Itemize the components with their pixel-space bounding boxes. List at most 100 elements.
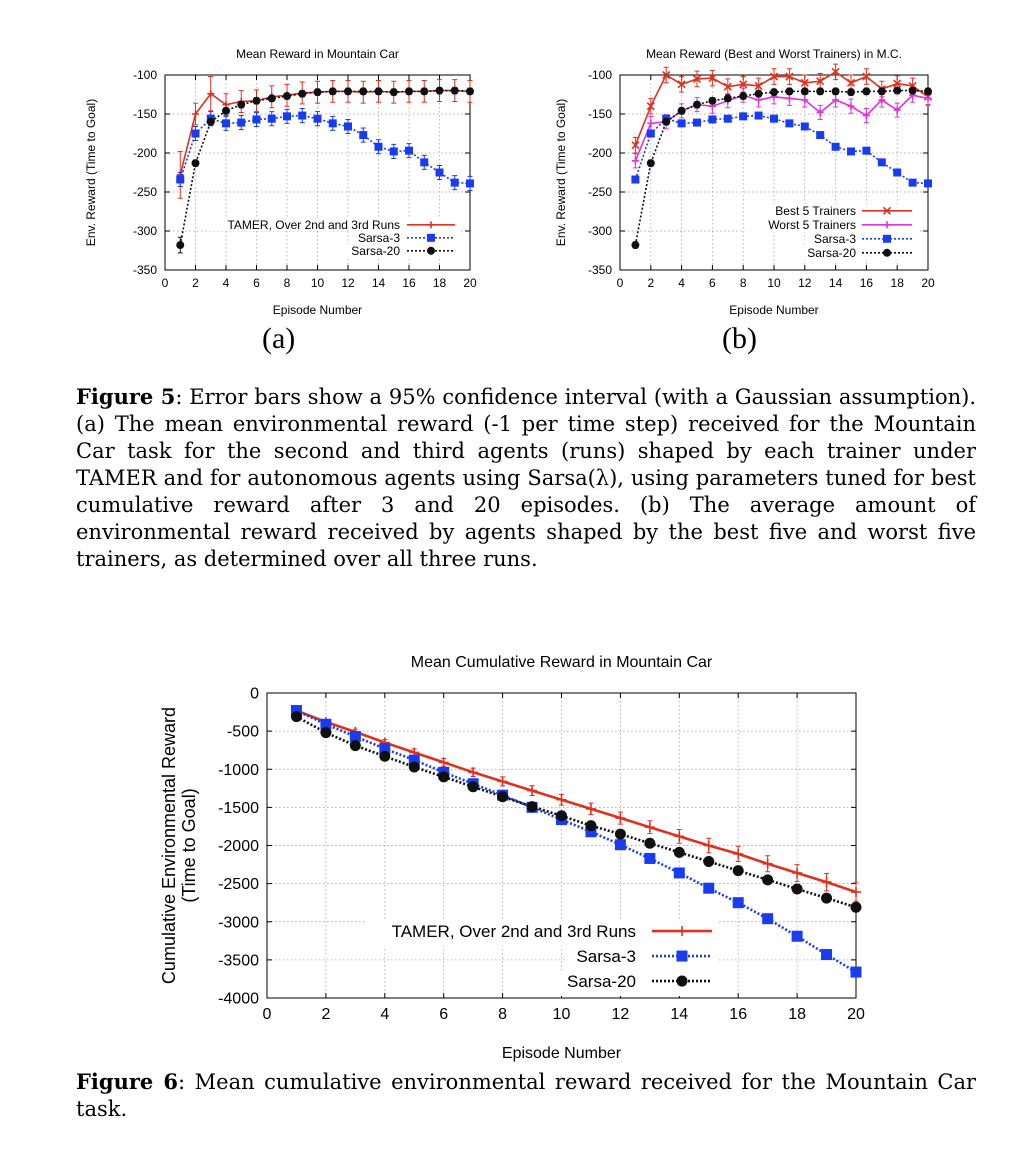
data-point (801, 96, 809, 104)
x-tick-label: 12 (612, 1006, 630, 1023)
data-point (344, 87, 352, 96)
x-tick-label: 20 (847, 1006, 865, 1023)
series-sarsa-20 (176, 86, 474, 254)
data-point (924, 179, 932, 188)
y-tick-label: -500 (227, 724, 259, 741)
data-point (192, 110, 199, 118)
series-best-5-trainers (631, 63, 933, 154)
data-point (816, 87, 825, 96)
y-tick-label: -300 (588, 224, 612, 238)
figure-5-caption: Figure 5: Error bars show a 95% confiden… (76, 383, 976, 573)
data-point (785, 87, 794, 96)
data-point (754, 89, 763, 98)
data-point (785, 119, 794, 128)
legend-label: TAMER, Over 2nd and 3rd Runs (227, 218, 400, 232)
data-point (816, 77, 825, 86)
data-point (674, 831, 685, 842)
data-point (283, 92, 291, 101)
legend-background (207, 218, 461, 231)
data-point (631, 157, 639, 165)
y-tick-label: -3000 (218, 914, 259, 931)
data-point (723, 94, 732, 103)
data-point (191, 159, 200, 168)
data-point (785, 94, 793, 102)
figure-6-label: Figure 6 (76, 1069, 179, 1094)
data-point (405, 87, 413, 96)
data-point (527, 785, 538, 796)
y-axis-label-line2: (Time to Goal) (179, 788, 199, 902)
data-point (644, 852, 656, 864)
data-point (313, 88, 322, 97)
data-point (408, 761, 420, 773)
data-point (832, 96, 840, 104)
legend-label: Worst 5 Trainers (768, 218, 856, 232)
series-worst-5-trainers (631, 87, 932, 169)
data-point (762, 874, 774, 886)
x-tick-label: 4 (223, 276, 230, 290)
legend: TAMER, Over 2nd and 3rd RunsSarsa-3Sarsa… (365, 921, 718, 996)
x-tick-label: 2 (647, 276, 654, 290)
y-tick-label: -200 (588, 146, 612, 160)
data-point (191, 129, 200, 138)
y-tick-label: -350 (133, 263, 157, 277)
legend: TAMER, Over 2nd and 3rd RunsSarsa-3Sarsa… (207, 218, 461, 258)
legend-label: Sarsa-3 (358, 231, 400, 245)
legend-background (565, 946, 718, 971)
legend-background (744, 218, 918, 232)
x-tick-label: 14 (829, 276, 843, 290)
data-point (677, 80, 686, 89)
data-point (673, 867, 685, 879)
data-point (816, 108, 824, 116)
data-point (792, 867, 803, 878)
data-point (703, 856, 715, 868)
data-point (821, 892, 833, 904)
legend-label: Sarsa-20 (567, 972, 636, 991)
data-point (252, 96, 261, 105)
data-point (389, 147, 398, 156)
chart-title: Mean Cumulative Reward in Mountain Car (411, 654, 713, 671)
data-point (862, 87, 871, 96)
legend-marker (883, 234, 891, 243)
x-tick-label: 18 (433, 276, 447, 290)
data-point (908, 86, 917, 95)
data-point (847, 147, 855, 156)
data-point (237, 100, 246, 109)
x-tick-label: 10 (553, 1006, 571, 1023)
data-point (878, 96, 886, 104)
data-point (862, 112, 870, 120)
data-point (359, 131, 368, 140)
y-axis-label: Env. Reward (Time to Goal) (84, 99, 98, 246)
legend-label: Sarsa-3 (576, 947, 636, 966)
x-tick-label: 16 (729, 1006, 747, 1023)
data-point (438, 771, 450, 783)
data-point (252, 115, 261, 124)
x-tick-label: 8 (498, 1006, 507, 1023)
series-line (295, 709, 857, 894)
data-point (420, 158, 429, 167)
figure-5-label: Figure 5 (76, 384, 176, 409)
data-point (877, 87, 886, 96)
data-point (298, 89, 307, 98)
data-point (847, 88, 855, 97)
data-point (467, 781, 479, 793)
y-axis-label-line1: Cumulative Environmental Reward (159, 707, 179, 984)
x-tick-label: 0 (263, 1006, 272, 1023)
data-point (526, 801, 538, 813)
x-tick-label: 16 (402, 276, 416, 290)
data-point (677, 119, 686, 128)
data-point (762, 913, 774, 925)
x-tick-label: 6 (253, 276, 260, 290)
y-tick-label: -100 (588, 68, 612, 82)
data-point (435, 168, 444, 177)
figure-6-text: : Mean cumulative environmental reward r… (76, 1070, 976, 1121)
data-point (267, 94, 276, 103)
data-point (176, 175, 185, 184)
data-point (739, 80, 748, 89)
data-point (723, 82, 732, 91)
data-point (739, 112, 748, 121)
x-tick-label: 18 (891, 276, 905, 290)
data-point (846, 78, 856, 87)
data-point (785, 72, 794, 81)
data-point (851, 887, 861, 898)
